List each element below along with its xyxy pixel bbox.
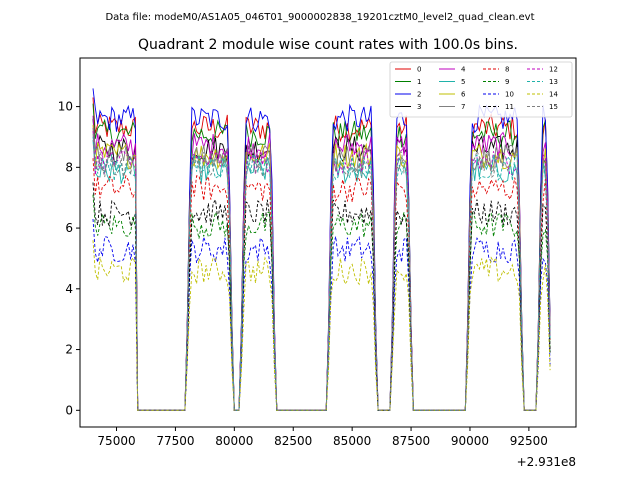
x-axis-offset-label: +2.931e8: [517, 455, 576, 469]
series-line-1: [92, 103, 551, 411]
legend-box: [389, 61, 573, 118]
x-tick-label: 87500: [392, 434, 430, 448]
series-line-9: [92, 194, 551, 411]
y-axis: 0 2 4 6 8 10: [58, 100, 80, 417]
chart-title: Quadrant 2 module wise count rates with …: [138, 37, 518, 53]
legend-label-10: 10: [505, 91, 514, 99]
legend-label-15: 15: [549, 103, 558, 111]
series-line-14: [92, 240, 551, 411]
legend-label-5: 5: [461, 78, 465, 86]
series-line-11: [92, 182, 551, 411]
legend-label-2: 2: [417, 91, 421, 99]
x-tick-label: 92500: [510, 434, 548, 448]
legend-label-14: 14: [549, 91, 558, 99]
x-tick-label: 90000: [451, 434, 489, 448]
x-tick-label: 77500: [156, 434, 194, 448]
series-line-13: [92, 136, 551, 411]
legend-label-12: 12: [549, 66, 558, 74]
series-line-15: [92, 133, 551, 411]
y-tick-label: 2: [65, 343, 73, 357]
legend-label-7: 7: [461, 103, 465, 111]
y-tick-label: 0: [65, 403, 73, 417]
y-tick-label: 8: [65, 160, 73, 174]
x-tick-label: 85000: [333, 434, 371, 448]
legend-label-4: 4: [461, 66, 466, 74]
legend-label-11: 11: [505, 103, 514, 111]
legend-label-13: 13: [549, 78, 558, 86]
series-line-8: [92, 158, 551, 411]
series-line-5: [92, 139, 551, 411]
x-tick-label: 80000: [215, 434, 253, 448]
plot-lines: [92, 88, 551, 411]
legend-label-6: 6: [461, 91, 466, 99]
y-tick-label: 6: [65, 221, 73, 235]
x-axis: 75000 77500 80000 82500 85000 87500 90000 92500: [97, 427, 548, 448]
y-tick-label: 4: [65, 282, 73, 296]
series-line-0: [92, 97, 551, 411]
series-line-10: [92, 218, 551, 411]
legend-label-8: 8: [505, 66, 509, 74]
series-line-7: [92, 127, 551, 411]
x-tick-label: 82500: [274, 434, 312, 448]
legend-label-1: 1: [417, 78, 421, 86]
x-tick-label: 75000: [97, 434, 135, 448]
legend-label-0: 0: [417, 66, 421, 74]
legend-label-3: 3: [417, 103, 421, 111]
series-line-12: [92, 130, 551, 411]
chart-suptitle: Data file: modeM0/AS1A05_046T01_90000028…: [105, 12, 534, 23]
legend-label-9: 9: [505, 78, 509, 86]
axes-frame: [79, 57, 577, 428]
y-tick-label: 10: [58, 100, 73, 114]
